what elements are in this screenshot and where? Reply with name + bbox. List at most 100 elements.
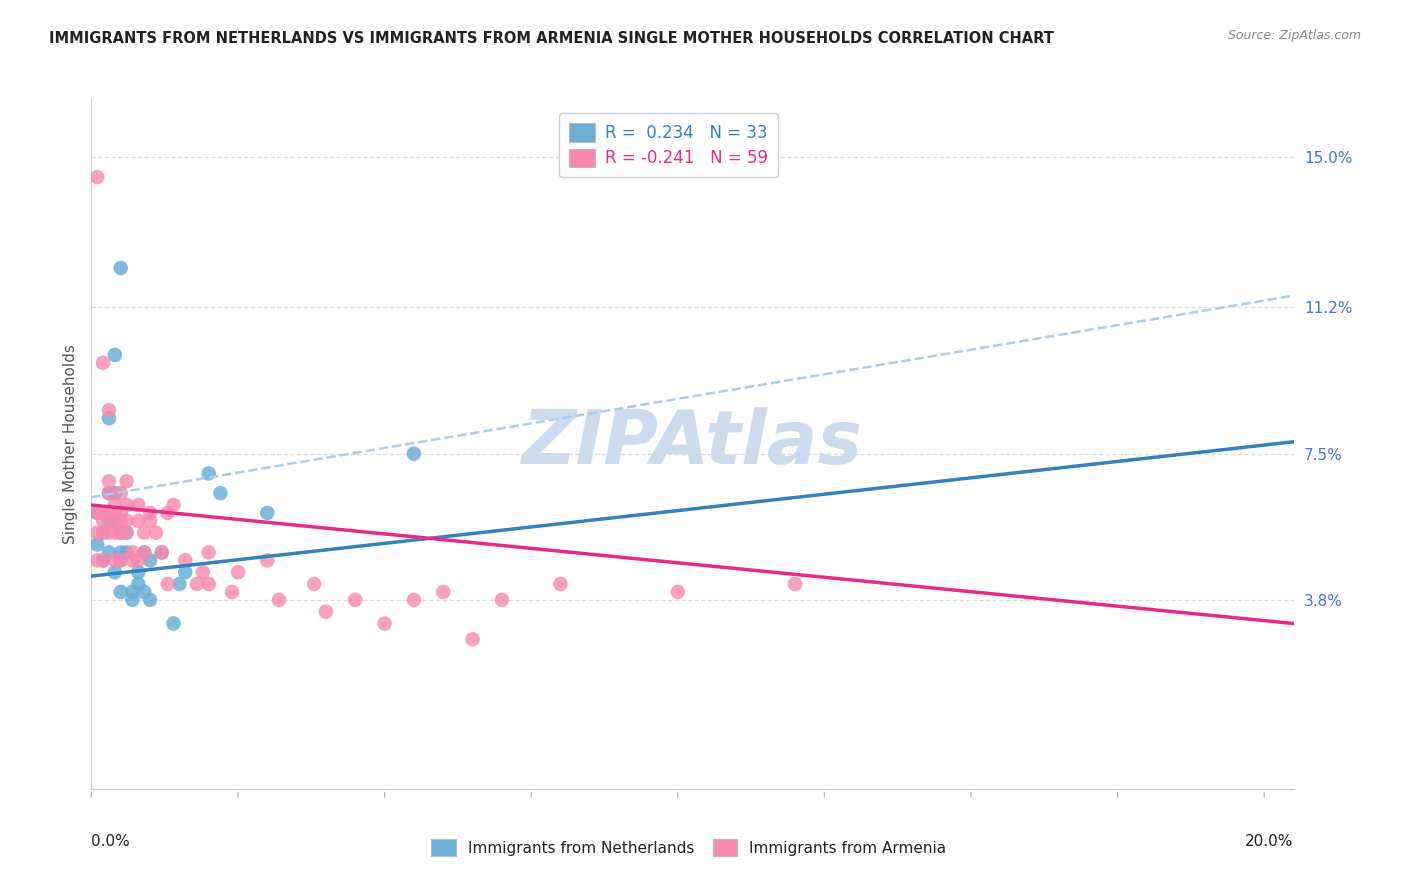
Point [127, 565, 149, 579]
Point [104, 514, 127, 528]
Point [86, 170, 108, 185]
Point [491, 592, 513, 607]
Point [209, 486, 232, 500]
Point [783, 577, 806, 591]
Point [256, 506, 278, 520]
Point [110, 553, 132, 567]
Point [98, 545, 121, 559]
Point [104, 498, 127, 512]
Point [432, 585, 454, 599]
Text: 20.0%: 20.0% [1246, 834, 1294, 849]
Text: Source: ZipAtlas.com: Source: ZipAtlas.com [1227, 29, 1361, 42]
Point [121, 553, 143, 567]
Point [91, 506, 114, 520]
Point [110, 514, 132, 528]
Point [86, 553, 108, 567]
Point [666, 585, 689, 599]
Point [150, 545, 173, 559]
Point [174, 565, 197, 579]
Point [110, 260, 132, 275]
Point [98, 486, 121, 500]
Point [174, 553, 197, 567]
Point [197, 467, 219, 481]
Point [169, 577, 191, 591]
Point [110, 525, 132, 540]
Point [110, 585, 132, 599]
Point [104, 514, 127, 528]
Point [98, 403, 121, 417]
Point [110, 486, 132, 500]
Point [115, 514, 138, 528]
Point [104, 553, 127, 567]
Point [104, 506, 127, 520]
Point [226, 565, 249, 579]
Point [110, 545, 132, 559]
Point [86, 537, 108, 551]
Point [139, 514, 162, 528]
Text: ZIPAtlas: ZIPAtlas [522, 408, 863, 480]
Point [98, 514, 121, 528]
Point [134, 585, 156, 599]
Point [150, 545, 173, 559]
Point [110, 553, 132, 567]
Point [191, 565, 214, 579]
Point [344, 592, 367, 607]
Point [156, 506, 179, 520]
Point [121, 592, 143, 607]
Point [134, 545, 156, 559]
Point [461, 632, 484, 647]
Point [197, 545, 219, 559]
Point [156, 577, 179, 591]
Point [302, 577, 325, 591]
Y-axis label: Single Mother Households: Single Mother Households [62, 343, 77, 544]
Legend: R =  0.234   N = 33, R = -0.241   N = 59: R = 0.234 N = 33, R = -0.241 N = 59 [558, 113, 779, 178]
Point [121, 585, 143, 599]
Point [86, 525, 108, 540]
Point [91, 553, 114, 567]
Point [86, 506, 108, 520]
Point [91, 356, 114, 370]
Point [162, 498, 184, 512]
Point [115, 498, 138, 512]
Point [98, 525, 121, 540]
Point [139, 592, 162, 607]
Point [145, 525, 167, 540]
Point [104, 486, 127, 500]
Point [86, 506, 108, 520]
Point [162, 616, 184, 631]
Point [115, 475, 138, 489]
Point [402, 447, 425, 461]
Point [91, 525, 114, 540]
Point [115, 525, 138, 540]
Point [91, 525, 114, 540]
Point [186, 577, 208, 591]
Point [402, 592, 425, 607]
Point [315, 605, 337, 619]
Point [104, 565, 127, 579]
Legend: Immigrants from Netherlands, Immigrants from Armenia: Immigrants from Netherlands, Immigrants … [425, 833, 953, 862]
Point [256, 553, 278, 567]
Point [139, 506, 162, 520]
Point [104, 525, 127, 540]
Text: 0.0%: 0.0% [91, 834, 131, 849]
Point [115, 545, 138, 559]
Point [221, 585, 243, 599]
Point [374, 616, 396, 631]
Text: IMMIGRANTS FROM NETHERLANDS VS IMMIGRANTS FROM ARMENIA SINGLE MOTHER HOUSEHOLDS : IMMIGRANTS FROM NETHERLANDS VS IMMIGRANT… [49, 31, 1054, 46]
Point [91, 514, 114, 528]
Point [134, 525, 156, 540]
Point [110, 506, 132, 520]
Point [127, 514, 149, 528]
Point [115, 525, 138, 540]
Point [98, 486, 121, 500]
Point [139, 553, 162, 567]
Point [110, 525, 132, 540]
Point [98, 475, 121, 489]
Point [267, 592, 290, 607]
Point [550, 577, 572, 591]
Point [134, 545, 156, 559]
Point [98, 411, 121, 425]
Point [98, 506, 121, 520]
Point [127, 553, 149, 567]
Point [127, 577, 149, 591]
